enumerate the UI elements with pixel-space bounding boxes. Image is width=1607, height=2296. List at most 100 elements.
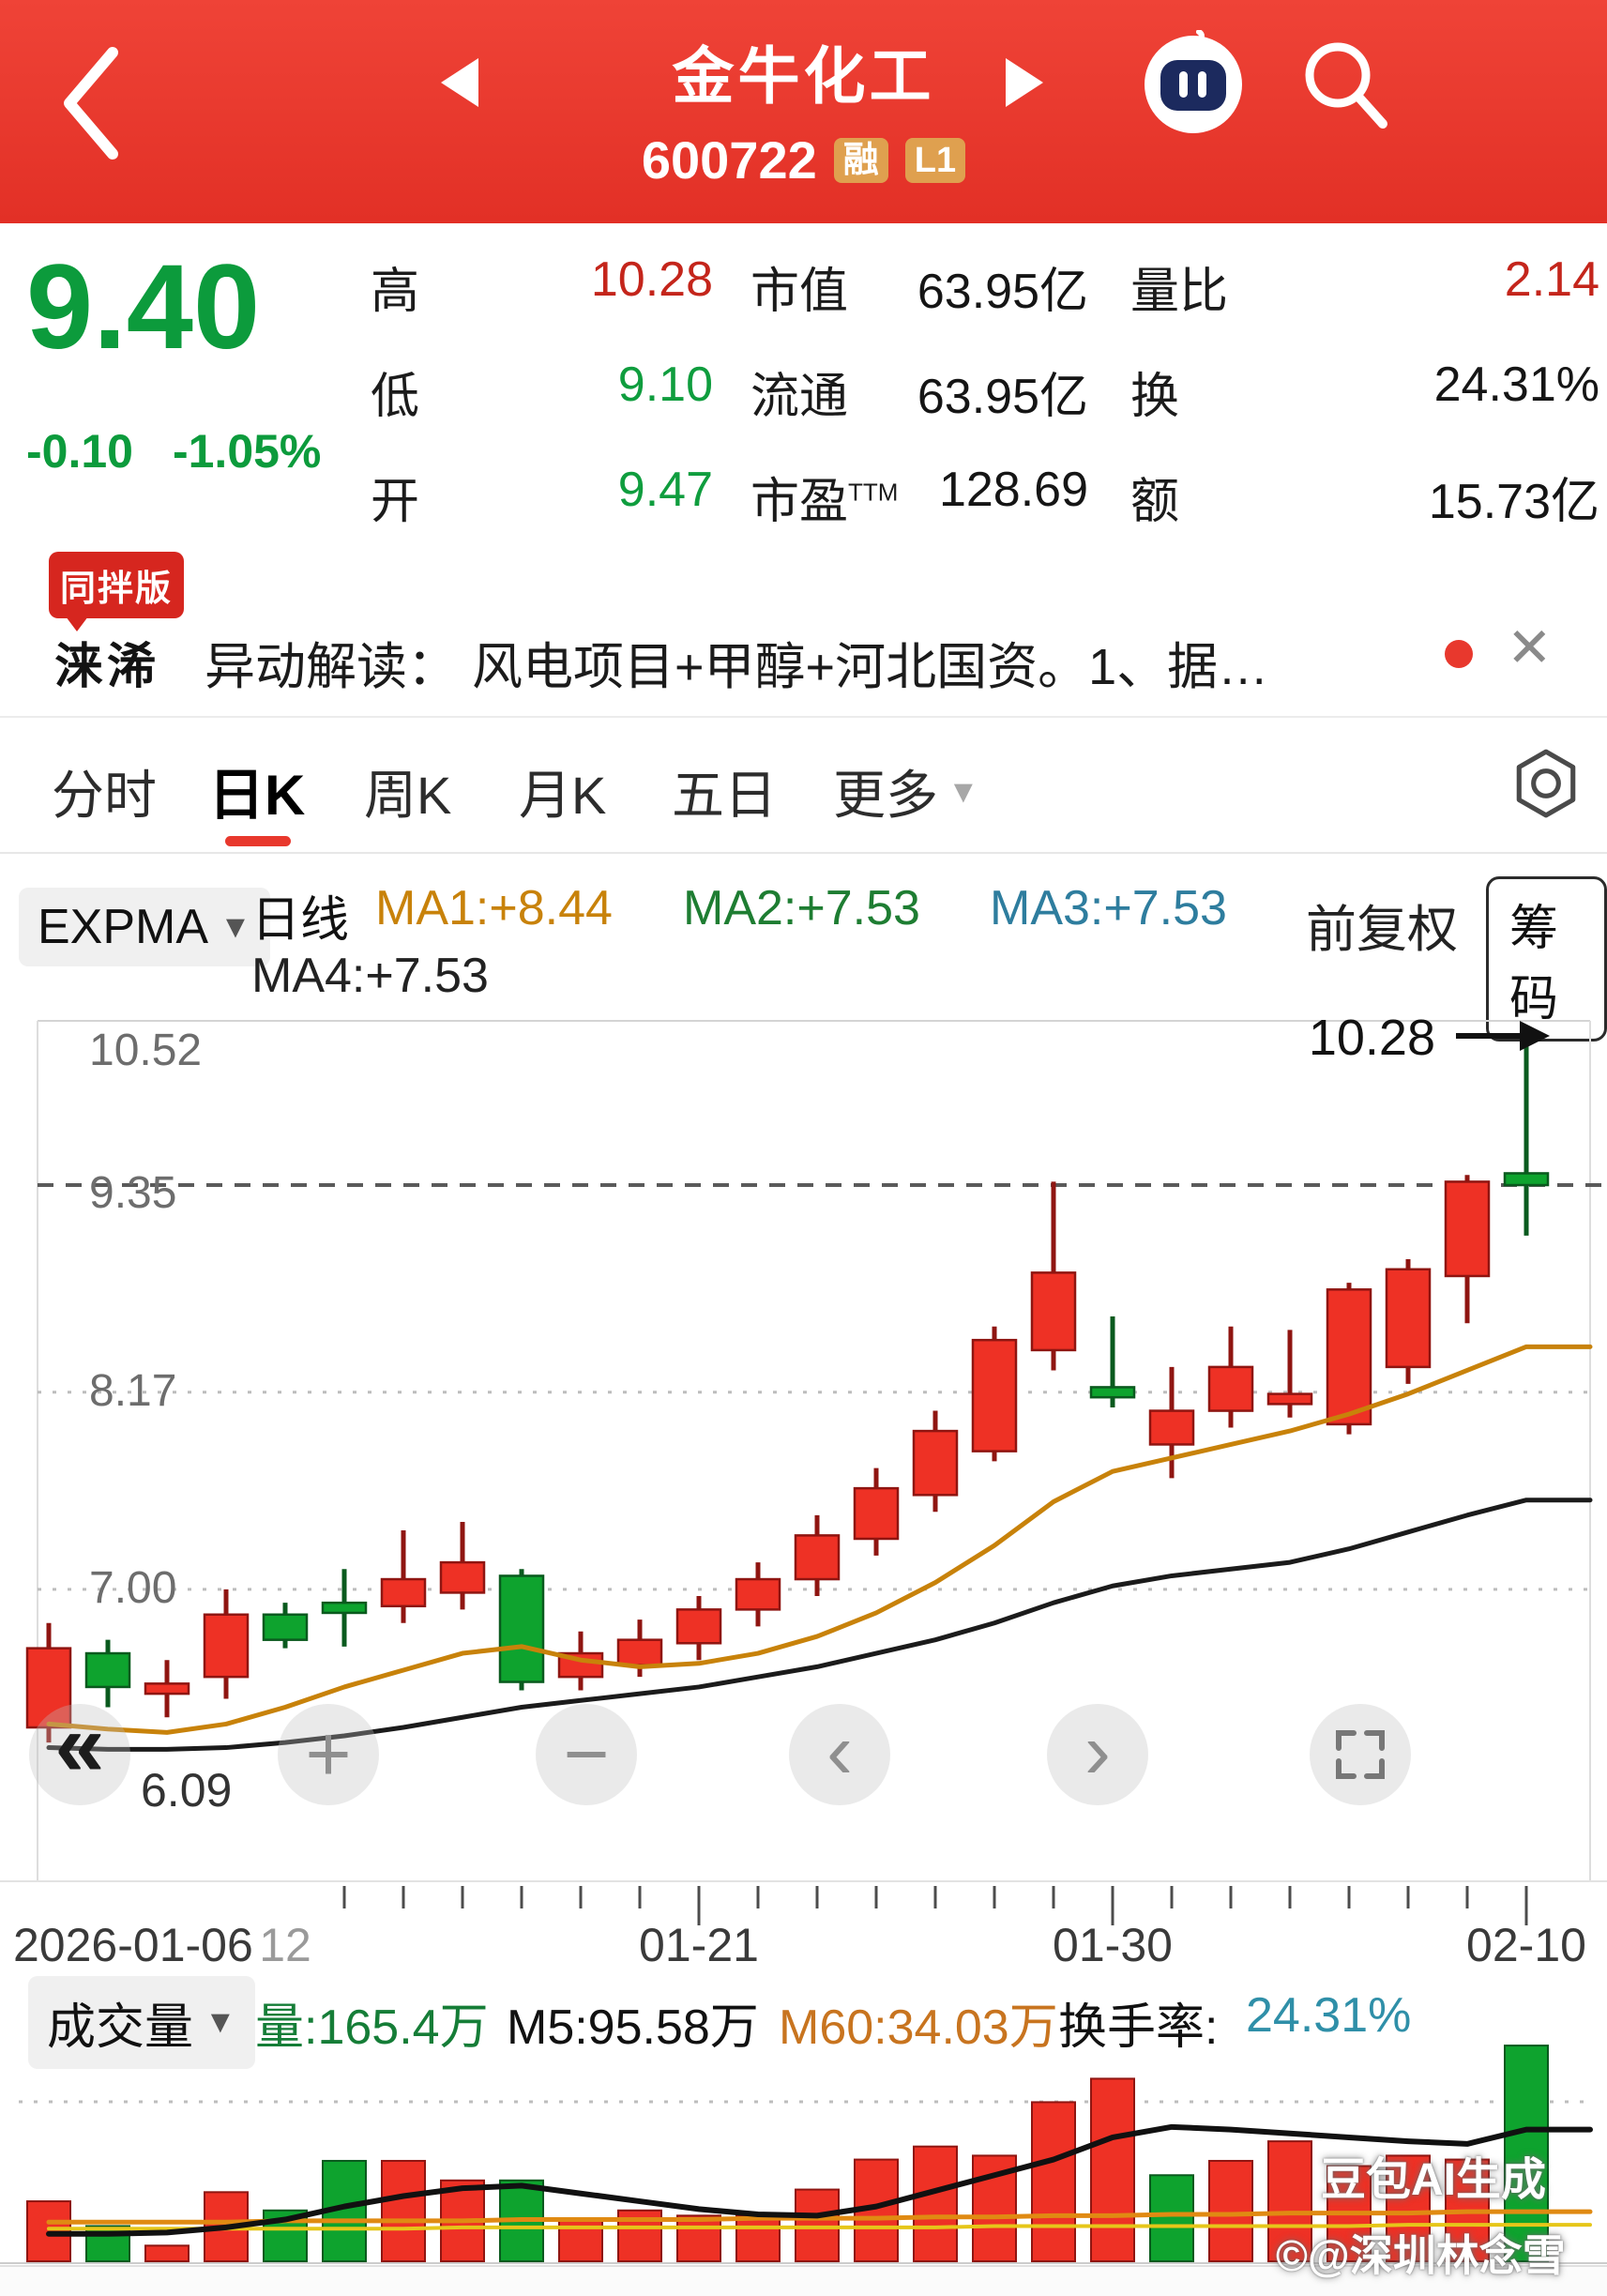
candle-02-10 [1503,1037,1550,1236]
close-icon[interactable]: ✕ [1507,617,1553,678]
stat-value: 63.95亿 [917,265,1088,319]
volume-chart[interactable] [0,2036,1607,2271]
news-ticker-bar[interactable]: 同拌版 涞浠 异动解读： 风电项目+甲醇+河北国资。1、据… ✕ [0,525,1607,718]
watermark-ai: 豆包AI生成 [1321,2155,1547,2205]
svg-text:02-10: 02-10 [1466,1919,1586,1971]
stat-label: 额 [1130,475,1180,529]
price-change-percent: -1.05% [172,425,322,478]
volume-m5: M5:95.58万 [507,2000,759,2055]
stat-label: 低 [371,370,420,424]
candle-02-02 [1148,1366,1195,1479]
chips-button[interactable]: 筹码 [1486,876,1607,1042]
chevron-down-icon: ▼ [205,2004,236,2040]
candle-01-22 [735,1562,781,1627]
stat-label: 换 [1130,370,1180,424]
stat-label: 高 [371,265,420,319]
stat-value: 24.31% [1433,357,1599,412]
search-icon[interactable] [1296,36,1400,139]
volume-bar [144,2244,190,2263]
svg-text:2026-01-06: 2026-01-06 [13,1919,253,1971]
candle-01-16 [498,1569,545,1691]
prev-stock-icon[interactable] [441,58,478,107]
price-change-row: -0.10 -1.05% [26,424,360,479]
svg-text:«: « [54,1695,104,1795]
stat-label: 流通 [750,370,849,424]
svg-text:01-21: 01-21 [639,1919,759,1971]
chart-tab-bar: 分时 日K 周K 月K 五日 更多 ▼ [0,718,1607,854]
candle-02-03 [1207,1326,1254,1428]
current-price: 9.40 [26,240,261,374]
candle-01-15 [439,1522,486,1610]
tab-weekly-k[interactable]: 周K [364,766,452,825]
ma4-value: MA4:+7.53 [251,949,489,1003]
stock-title: 金牛化工 [672,41,935,111]
tab-monthly-k[interactable]: 月K [519,766,607,825]
unread-dot-icon [1445,640,1473,668]
next-stock-icon[interactable] [1006,58,1043,107]
volume-bar [1031,2101,1076,2262]
volume-indicator-selector[interactable]: 成交量 ▼ [28,1976,255,2069]
ma1-value: MA1:+8.44 [375,881,613,935]
bottom-strip [0,2265,1607,2296]
candle-01-21 [675,1596,722,1661]
tab-more[interactable]: 更多 [833,766,938,825]
turnover-value: 24.31% [1246,1988,1412,2043]
stat-value: 2.14 [1504,252,1599,307]
pan-left-button[interactable]: ‹ [789,1704,890,1805]
watermark-author: ©@深圳林念雪 [1276,2231,1566,2280]
svg-text:10.28: 10.28 [1309,1013,1435,1066]
adjust-mode-label[interactable]: 前复权 [1306,902,1458,958]
rewind-button[interactable]: « [29,1695,130,1805]
stock-code: 600722 [641,130,817,190]
stock-code-row: 600722 融 L1 [0,129,1607,190]
volume-bar [795,2188,840,2262]
volume-bar [913,2145,958,2262]
candle-01-23 [794,1514,841,1597]
app-header: 金牛化工 600722 融 L1 [0,0,1607,223]
stat-value: 63.95亿 [917,370,1088,424]
active-tab-indicator [225,836,291,846]
level-badge: L1 [904,137,966,183]
back-icon[interactable] [54,41,129,165]
price-change: -0.10 [26,425,133,478]
candle-02-04 [1266,1330,1313,1418]
svg-text:−: − [563,1710,609,1798]
candle-01-07 [84,1639,131,1708]
volume-bar [1386,2154,1431,2262]
svg-text:+: + [305,1710,351,1798]
svg-text:7.00: 7.00 [89,1563,176,1613]
svg-text:9.35: 9.35 [89,1168,176,1218]
k-line-chart[interactable]: 10.28 10.52 9.35 8.17 7.00 6.09 « + − ‹ › 2026-01-0… [0,1013,1607,1975]
indicator-selector[interactable]: EXPMA ▼ [19,888,270,966]
news-logo-sub: 涞浠 [54,640,160,694]
chart-settings-icon[interactable] [1508,746,1584,821]
stat-value: 128.69 [938,463,1088,517]
pan-right-button[interactable]: › [1047,1704,1148,1805]
news-text[interactable]: 异动解读： 风电项目+甲醇+河北国资。1、据… [205,639,1269,695]
svg-text:6.09: 6.09 [141,1764,232,1817]
tab-minute[interactable]: 分时 [52,766,157,825]
stat-value: 15.73亿 [1428,475,1599,529]
candle-01-08 [144,1660,190,1718]
chevron-down-icon: ▼ [948,774,979,810]
candle-01-27 [912,1410,959,1513]
volume-bar [1208,2159,1253,2262]
candle-02-05 [1326,1283,1372,1435]
svg-text:12: 12 [259,1919,311,1971]
news-logo: 同拌版 [49,552,185,631]
stat-label: 开 [371,475,420,529]
candle-01-28 [971,1326,1018,1462]
tab-five-day[interactable]: 五日 [672,766,777,825]
assistant-robot-icon[interactable] [1141,30,1246,135]
fullscreen-button[interactable] [1310,1704,1411,1805]
zoom-out-button[interactable]: − [536,1704,637,1805]
tab-daily-k[interactable]: 日K [208,764,306,827]
candle-02-06 [1385,1259,1432,1384]
zoom-in-button[interactable]: + [278,1704,379,1805]
candle-01-13 [321,1569,368,1647]
ma2-value: MA2:+7.53 [683,881,920,935]
volume-bar [735,2214,781,2263]
volume-m60: M60:34.03万 [779,2000,1058,2055]
candle-01-12 [262,1603,309,1649]
volume-bar [381,2159,426,2262]
